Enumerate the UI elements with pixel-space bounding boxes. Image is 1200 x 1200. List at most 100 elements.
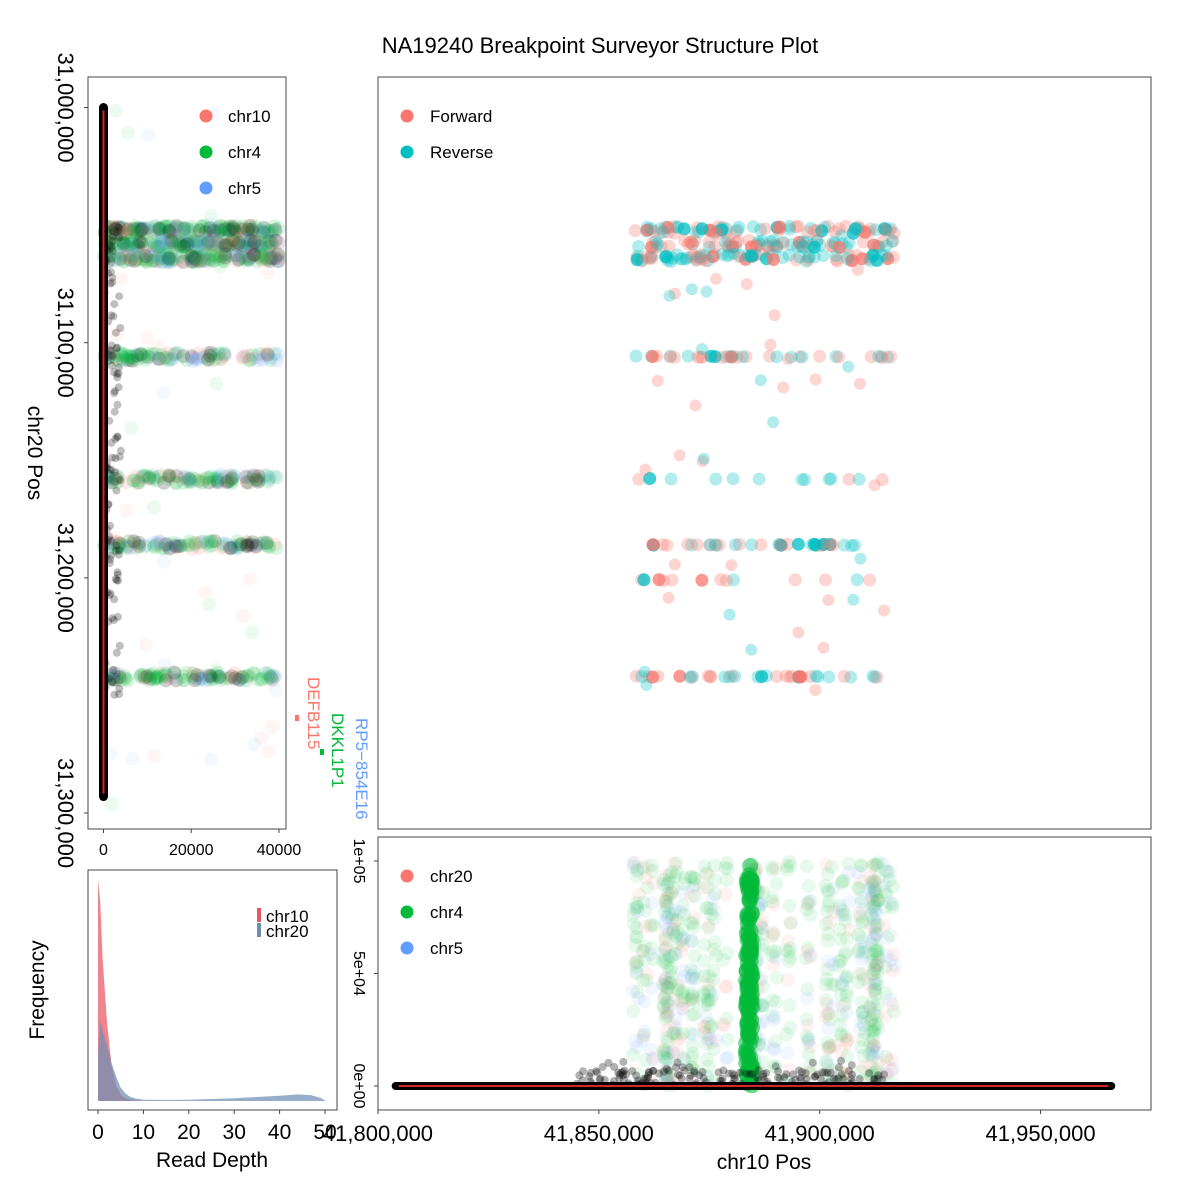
depth-read-point	[701, 997, 716, 1012]
structure-read-point	[856, 235, 870, 249]
depth-read-point	[118, 475, 133, 490]
depth-read-point	[108, 542, 123, 556]
depth-read-point	[118, 671, 133, 686]
structure-read-point	[784, 350, 798, 364]
depth-read-point	[120, 353, 135, 368]
depth-read-point	[868, 987, 883, 1001]
depth-read-point	[218, 238, 233, 253]
structure-read-point	[879, 239, 893, 253]
depth-read-point	[665, 1044, 680, 1059]
depth-read-point	[146, 472, 161, 487]
structure-read-point	[646, 670, 660, 684]
depth-read-point	[206, 254, 221, 268]
depth-read-point	[213, 259, 228, 274]
depth-read-point	[779, 1027, 794, 1042]
structure-read-point	[803, 670, 817, 684]
depth-read-point	[229, 541, 244, 556]
structure-read-point	[794, 670, 808, 684]
depth-read-point	[115, 641, 124, 650]
depth-read-point	[158, 239, 173, 253]
structure-read-point	[795, 350, 809, 364]
depth-read-point	[839, 984, 854, 999]
depth-read-point	[668, 946, 683, 961]
depth-read-point	[212, 470, 227, 485]
depth-read-point	[660, 1009, 675, 1023]
depth-read-point	[156, 247, 171, 262]
depth-read-point	[821, 954, 836, 969]
depth-read-point	[185, 256, 200, 271]
depth-read-point	[687, 1063, 702, 1078]
structure-read-point	[708, 226, 722, 240]
depth-read-point	[626, 1004, 641, 1019]
depth-read-point	[799, 859, 814, 874]
depth-read-point	[658, 1063, 673, 1078]
legend-label-Forward: Forward	[430, 107, 492, 126]
depth-read-point	[153, 237, 168, 252]
depth-read-point	[184, 349, 199, 364]
structure-read-point	[683, 670, 697, 684]
depth-read-point	[155, 254, 170, 269]
depth-read-point	[137, 670, 152, 685]
depth-read-point	[168, 253, 183, 268]
depth-read-point	[673, 1031, 688, 1046]
depth-read-point	[135, 469, 150, 484]
depth-read-point	[855, 934, 869, 949]
depth-read-point	[131, 535, 146, 550]
gene-label-DEFB115: DEFB115	[304, 677, 323, 749]
depth-read-point	[803, 948, 818, 962]
depth-read-point	[625, 856, 640, 871]
depth-read-point	[775, 1074, 784, 1083]
depth-read-point	[240, 535, 255, 550]
structure-read-point	[715, 223, 729, 237]
depth-read-point	[191, 251, 206, 266]
depth-read-point	[268, 683, 283, 698]
depth-read-point	[169, 673, 184, 688]
vertical-depth-ytick-label: 31,000,000	[53, 52, 78, 162]
depth-read-point	[115, 233, 124, 242]
depth-read-point	[670, 865, 684, 880]
depth-read-point	[214, 237, 229, 252]
structure-read-point	[696, 455, 709, 468]
depth-read-point	[255, 352, 270, 367]
depth-read-point	[835, 978, 850, 993]
depth-read-point	[716, 1017, 731, 1031]
depth-read-point	[210, 239, 225, 254]
structure-read-point	[639, 463, 652, 476]
depth-read-point	[247, 247, 262, 262]
depth-read-point	[107, 465, 116, 474]
depth-read-point	[660, 996, 675, 1011]
depth-read-point	[106, 268, 115, 277]
structure-read-point	[772, 537, 786, 551]
structure-read-point	[724, 350, 738, 364]
depth-read-point	[110, 368, 118, 377]
depth-read-point	[209, 663, 224, 677]
depth-read-point	[119, 226, 134, 241]
depth-read-point	[153, 221, 168, 236]
depth-read-point	[213, 223, 228, 238]
depth-read-point	[217, 347, 232, 362]
depth-read-point	[162, 240, 177, 255]
depth-read-point	[665, 1046, 680, 1060]
structure-read-point	[719, 222, 733, 236]
structure-read-point	[791, 240, 805, 254]
depth-read-point	[243, 224, 258, 239]
depth-read-point	[106, 279, 115, 288]
structure-read-point	[731, 223, 745, 237]
depth-read-point	[255, 224, 270, 239]
depth-read-point	[127, 235, 142, 250]
depth-read-point	[107, 350, 122, 365]
depth-read-point	[697, 859, 712, 874]
depth-read-point	[204, 534, 219, 549]
depth-read-point	[155, 233, 170, 247]
depth-read-point	[147, 535, 161, 550]
structure-read-point	[768, 309, 781, 322]
depth-read-point	[215, 249, 229, 264]
depth-read-point	[198, 585, 213, 600]
depth-read-point	[184, 252, 199, 267]
depth-read-point	[173, 237, 188, 252]
depth-read-point	[200, 236, 215, 251]
depth-read-point	[222, 223, 237, 238]
depth-read-point	[113, 348, 128, 363]
depth-read-point	[181, 237, 196, 252]
histogram-xtick-label: 0	[92, 1121, 104, 1144]
